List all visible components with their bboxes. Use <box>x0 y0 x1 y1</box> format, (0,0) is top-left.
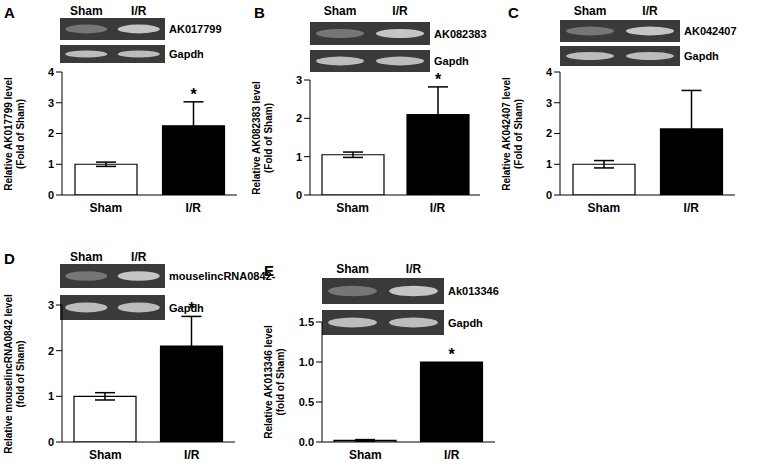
svg-text:1.5: 1.5 <box>299 316 314 328</box>
svg-text:Sham: Sham <box>349 448 382 462</box>
svg-text:I/R: I/R <box>444 448 460 462</box>
svg-text:0: 0 <box>546 189 552 201</box>
svg-text:Sham: Sham <box>587 201 620 215</box>
svg-text:3: 3 <box>546 97 552 109</box>
svg-text:*: * <box>435 71 442 88</box>
svg-text:4: 4 <box>546 66 553 78</box>
svg-text:*: * <box>448 346 455 363</box>
svg-text:3: 3 <box>296 74 302 86</box>
svg-text:I/R: I/R <box>184 448 200 462</box>
svg-text:0: 0 <box>48 189 54 201</box>
svg-text:2: 2 <box>296 112 302 124</box>
svg-text:3: 3 <box>48 299 54 311</box>
svg-text:2: 2 <box>48 345 54 357</box>
svg-text:I/R: I/R <box>430 201 446 215</box>
svg-text:Sham: Sham <box>89 201 122 215</box>
svg-text:I/R: I/R <box>684 201 700 215</box>
svg-text:4: 4 <box>48 66 55 78</box>
svg-text:1: 1 <box>546 158 552 170</box>
svg-text:0: 0 <box>48 436 54 448</box>
svg-text:0.5: 0.5 <box>299 396 314 408</box>
svg-text:Sham: Sham <box>336 201 369 215</box>
svg-text:2: 2 <box>546 127 552 139</box>
svg-text:I/R: I/R <box>186 201 202 215</box>
svg-text:1.0: 1.0 <box>299 356 314 368</box>
svg-text:*: * <box>190 86 197 103</box>
svg-text:0: 0 <box>296 189 302 201</box>
svg-text:*: * <box>188 300 195 317</box>
svg-text:1: 1 <box>48 158 54 170</box>
svg-text:0.0: 0.0 <box>299 436 314 448</box>
svg-text:1: 1 <box>296 151 302 163</box>
svg-text:Sham: Sham <box>89 448 122 462</box>
svg-text:1: 1 <box>48 390 54 402</box>
svg-text:3: 3 <box>48 97 54 109</box>
svg-text:2: 2 <box>48 127 54 139</box>
